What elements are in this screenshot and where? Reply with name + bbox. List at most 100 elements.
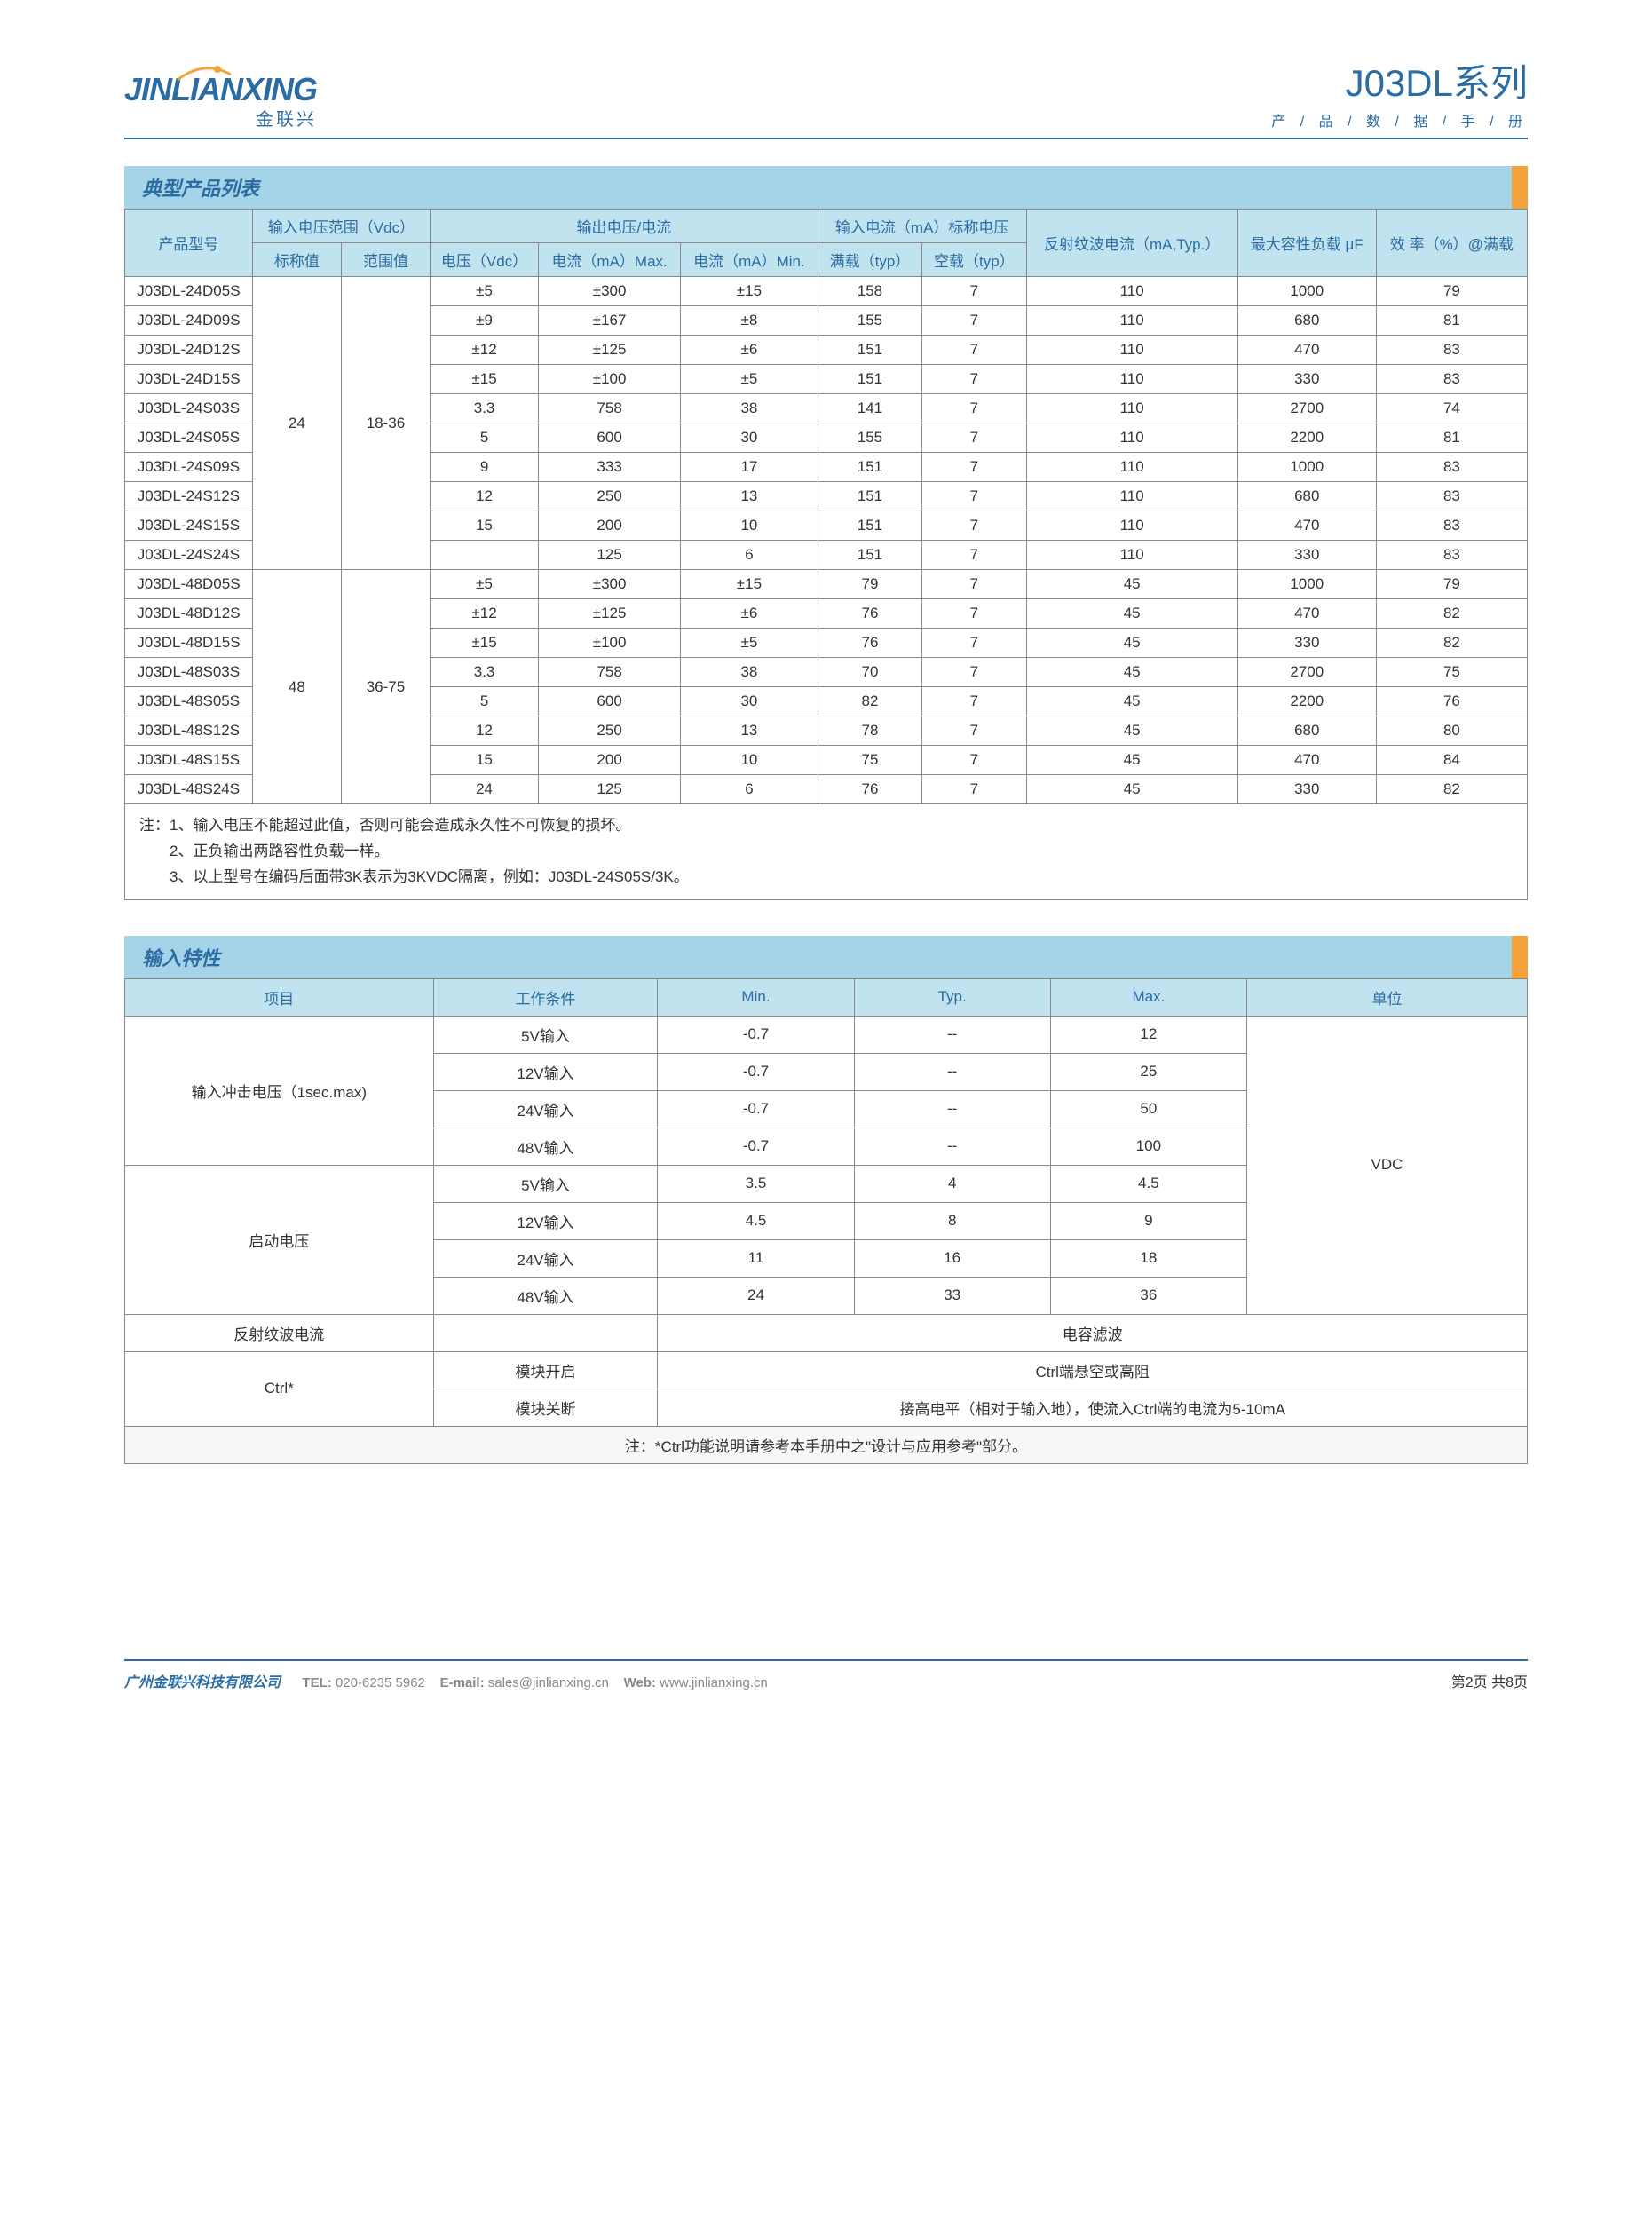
cell-cap: 470 — [1237, 336, 1376, 365]
cell-rip: 110 — [1026, 482, 1237, 511]
cell-ctrl-on-val: Ctrl端悬空或高阻 — [658, 1351, 1528, 1389]
cell-imin: 30 — [681, 687, 818, 716]
cell-typ: 8 — [854, 1202, 1050, 1239]
section2-bar: 输入特性 — [124, 936, 1528, 978]
email-value: sales@jinlianxing.cn — [488, 1675, 609, 1690]
cell-vin-range: 18-36 — [341, 277, 430, 570]
cell-min: 11 — [658, 1239, 854, 1277]
cell-imin: 10 — [681, 746, 818, 775]
cell-min: -0.7 — [658, 1053, 854, 1090]
cell-imin: ±8 — [681, 306, 818, 336]
cell-max: 36 — [1050, 1277, 1246, 1314]
cell-full: 151 — [818, 482, 921, 511]
cell-rip: 110 — [1026, 336, 1237, 365]
cell-imin: 6 — [681, 541, 818, 570]
title-block: J03DL系列 产 / 品 / 数 / 据 / 手 / 册 — [1271, 53, 1528, 131]
cell-cond: 12V输入 — [433, 1202, 658, 1239]
th-vout: 电压（Vdc） — [431, 243, 539, 277]
cell-imax: 758 — [539, 658, 681, 687]
cell-model: J03DL-24D05S — [125, 277, 253, 306]
cell-cap: 1000 — [1237, 570, 1376, 599]
cell-eff: 83 — [1376, 453, 1527, 482]
cell-cap: 470 — [1237, 599, 1376, 629]
cell-eff: 75 — [1376, 658, 1527, 687]
cell-ctrl-on-cond: 模块开启 — [433, 1351, 658, 1389]
th-no: 空载（typ） — [922, 243, 1026, 277]
cell-vout: 24 — [431, 775, 539, 804]
section1-bar: 典型产品列表 — [124, 166, 1528, 209]
cell-vout: ±15 — [431, 365, 539, 394]
th-ripple: 反射纹波电流（mA,Typ.） — [1026, 210, 1237, 277]
cell-vout — [431, 541, 539, 570]
th-min: Min. — [658, 978, 854, 1016]
cell-full: 155 — [818, 306, 921, 336]
logo-block: JINLIANXING 金联兴 — [124, 71, 317, 131]
th-eff: 效 率（%）@满载 — [1376, 210, 1527, 277]
th-max: Max. — [1050, 978, 1246, 1016]
cell-imax: ±300 — [539, 570, 681, 599]
cell-no: 7 — [922, 775, 1026, 804]
cell-imax: 200 — [539, 511, 681, 541]
cell-ctrl-off-cond: 模块关断 — [433, 1389, 658, 1426]
cell-full: 155 — [818, 423, 921, 453]
product-tbody: J03DL-24D05S2418-36±5±300±15158711010007… — [125, 277, 1528, 804]
cell-max: 100 — [1050, 1128, 1246, 1165]
cell-vout: 9 — [431, 453, 539, 482]
cell-no: 7 — [922, 365, 1026, 394]
series-title: J03DL系列 — [1271, 53, 1528, 107]
th-vin-nom: 标称值 — [252, 243, 341, 277]
cell-imin: ±15 — [681, 570, 818, 599]
cell-full: 141 — [818, 394, 921, 423]
cell-imin: ±6 — [681, 599, 818, 629]
cell-rip: 45 — [1026, 599, 1237, 629]
table-row: J03DL-48D05S4836-75±5±300±1579745100079 — [125, 570, 1528, 599]
cell-eff: 83 — [1376, 511, 1527, 541]
cell-imin: 6 — [681, 775, 818, 804]
th-cap: 最大容性负载 μF — [1237, 210, 1376, 277]
cell-full: 158 — [818, 277, 921, 306]
cell-full: 76 — [818, 775, 921, 804]
cell-imax: ±167 — [539, 306, 681, 336]
table-row: 反射纹波电流电容滤波 — [125, 1314, 1528, 1351]
th-output: 输出电压/电流 — [431, 210, 818, 243]
cell-input-note: 注：*Ctrl功能说明请参考本手册中之"设计与应用参考"部分。 — [125, 1426, 1528, 1463]
cell-rip: 45 — [1026, 570, 1237, 599]
cell-full: 151 — [818, 365, 921, 394]
cell-vin-range: 36-75 — [341, 570, 430, 804]
cell-surge-label: 输入冲击电压（1sec.max) — [125, 1016, 434, 1165]
logo-text: JINLIANXING — [124, 71, 317, 108]
cell-imax: 758 — [539, 394, 681, 423]
cell-cap: 2700 — [1237, 658, 1376, 687]
table-row: Ctrl*模块开启Ctrl端悬空或高阻 — [125, 1351, 1528, 1389]
cell-typ: 16 — [854, 1239, 1050, 1277]
cell-typ: -- — [854, 1016, 1050, 1053]
cell-eff: 80 — [1376, 716, 1527, 746]
cell-cap: 330 — [1237, 775, 1376, 804]
cell-no: 7 — [922, 277, 1026, 306]
cell-model: J03DL-48S12S — [125, 716, 253, 746]
cell-model: J03DL-24S24S — [125, 541, 253, 570]
cell-model: J03DL-24D09S — [125, 306, 253, 336]
cell-no: 7 — [922, 746, 1026, 775]
cell-no: 7 — [922, 511, 1026, 541]
th-vin: 输入电压范围（Vdc） — [252, 210, 430, 243]
cell-no: 7 — [922, 482, 1026, 511]
cell-model: J03DL-48S15S — [125, 746, 253, 775]
cell-vout: ±5 — [431, 277, 539, 306]
cell-cond: 48V输入 — [433, 1128, 658, 1165]
cell-model: J03DL-24S15S — [125, 511, 253, 541]
cell-min: 24 — [658, 1277, 854, 1314]
cell-rip: 45 — [1026, 687, 1237, 716]
cell-cap: 330 — [1237, 629, 1376, 658]
footer-left: 广州金联兴科技有限公司 TEL: 020-6235 5962 E-mail: s… — [124, 1670, 768, 1691]
input-tbody: 输入冲击电压（1sec.max)5V输入-0.7--12VDC12V输入-0.7… — [125, 1016, 1528, 1463]
product-table: 产品型号 输入电压范围（Vdc） 输出电压/电流 输入电流（mA）标称电压 反射… — [124, 209, 1528, 804]
cell-vout: ±5 — [431, 570, 539, 599]
cell-vin-nom: 24 — [252, 277, 341, 570]
cell-cap: 330 — [1237, 541, 1376, 570]
cell-no: 7 — [922, 570, 1026, 599]
cell-imax: 125 — [539, 775, 681, 804]
cell-unit: VDC — [1246, 1016, 1527, 1314]
cell-rip: 110 — [1026, 511, 1237, 541]
cell-rip: 45 — [1026, 716, 1237, 746]
